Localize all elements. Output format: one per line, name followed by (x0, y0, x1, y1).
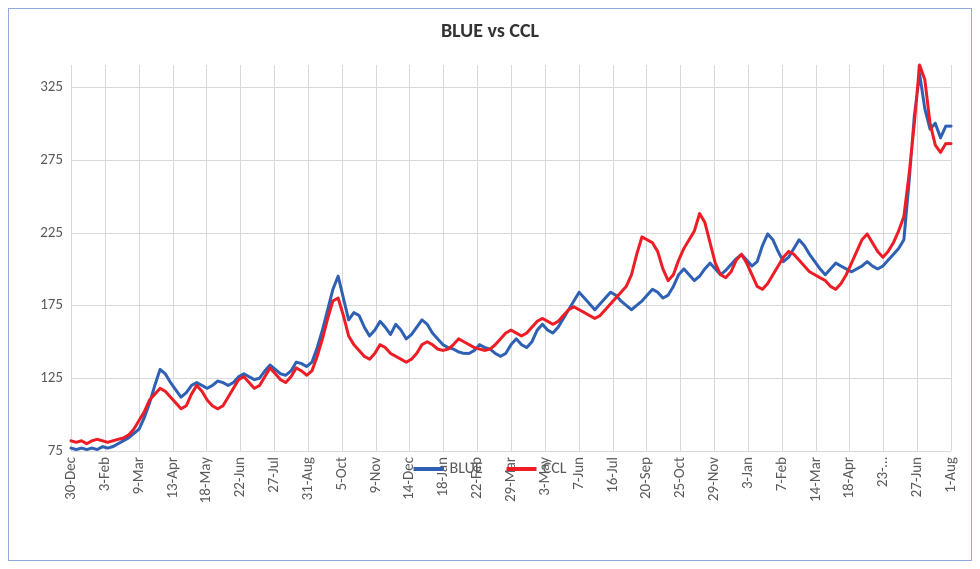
gridline-h (71, 451, 951, 452)
x-tick-label: 16-Jul (604, 457, 622, 493)
x-tick-label: 25-Oct (671, 457, 689, 498)
x-tick-label: 9-Nov (367, 457, 385, 494)
x-tick-label: 9-Mar (130, 457, 148, 494)
x-tick-label: 27-Jun (908, 457, 926, 497)
x-tick-label: 14-Mar (807, 457, 825, 502)
y-tick-label: 175 (40, 296, 63, 314)
x-tick-label: 18-Apr (840, 457, 858, 499)
chart-title: BLUE vs CCL (9, 9, 971, 43)
x-tick-label: 7-Feb (773, 457, 791, 491)
x-tick-label: 18-May (197, 457, 215, 503)
x-tick-label: 22-Jun (231, 457, 249, 497)
x-tick-label: 23-… (874, 457, 892, 487)
x-tick-label: 3-Jan (739, 457, 757, 489)
x-tick-label: 27-Jul (265, 457, 283, 493)
x-tick-label: 31-Aug (299, 457, 317, 500)
legend-swatch (414, 467, 444, 471)
legend-item-ccl: CCL (507, 459, 567, 478)
legend-item-blue: BLUE (414, 459, 483, 478)
y-tick-label: 325 (40, 78, 63, 96)
x-tick-label: 1-Aug (942, 457, 960, 493)
plot-area: 7512517522527532530-Dec3-Feb9-Mar13-Apr1… (71, 65, 951, 451)
y-tick-label: 75 (48, 442, 63, 460)
x-tick-label: 3-Feb (96, 457, 114, 491)
legend-label: BLUE (450, 459, 483, 478)
x-tick-label: 13-Apr (164, 457, 182, 499)
y-tick-label: 125 (40, 369, 63, 387)
x-tick-label: 20-Sep (637, 457, 655, 499)
x-tick-label: 29-Nov (705, 457, 723, 501)
gridline-v (951, 65, 952, 451)
x-tick-label: 30-Dec (62, 457, 80, 500)
x-tick-label: 5-Oct (333, 457, 351, 491)
series-svg (71, 65, 951, 451)
y-tick-label: 225 (40, 224, 63, 242)
legend-swatch (507, 467, 537, 471)
y-tick-label: 275 (40, 151, 63, 169)
x-tick-label: 7-Jun (570, 457, 588, 490)
legend: BLUE CCL (414, 459, 567, 478)
chart-container: BLUE vs CCL 7512517522527532530-Dec3-Feb… (8, 8, 972, 561)
legend-label: CCL (543, 459, 567, 478)
